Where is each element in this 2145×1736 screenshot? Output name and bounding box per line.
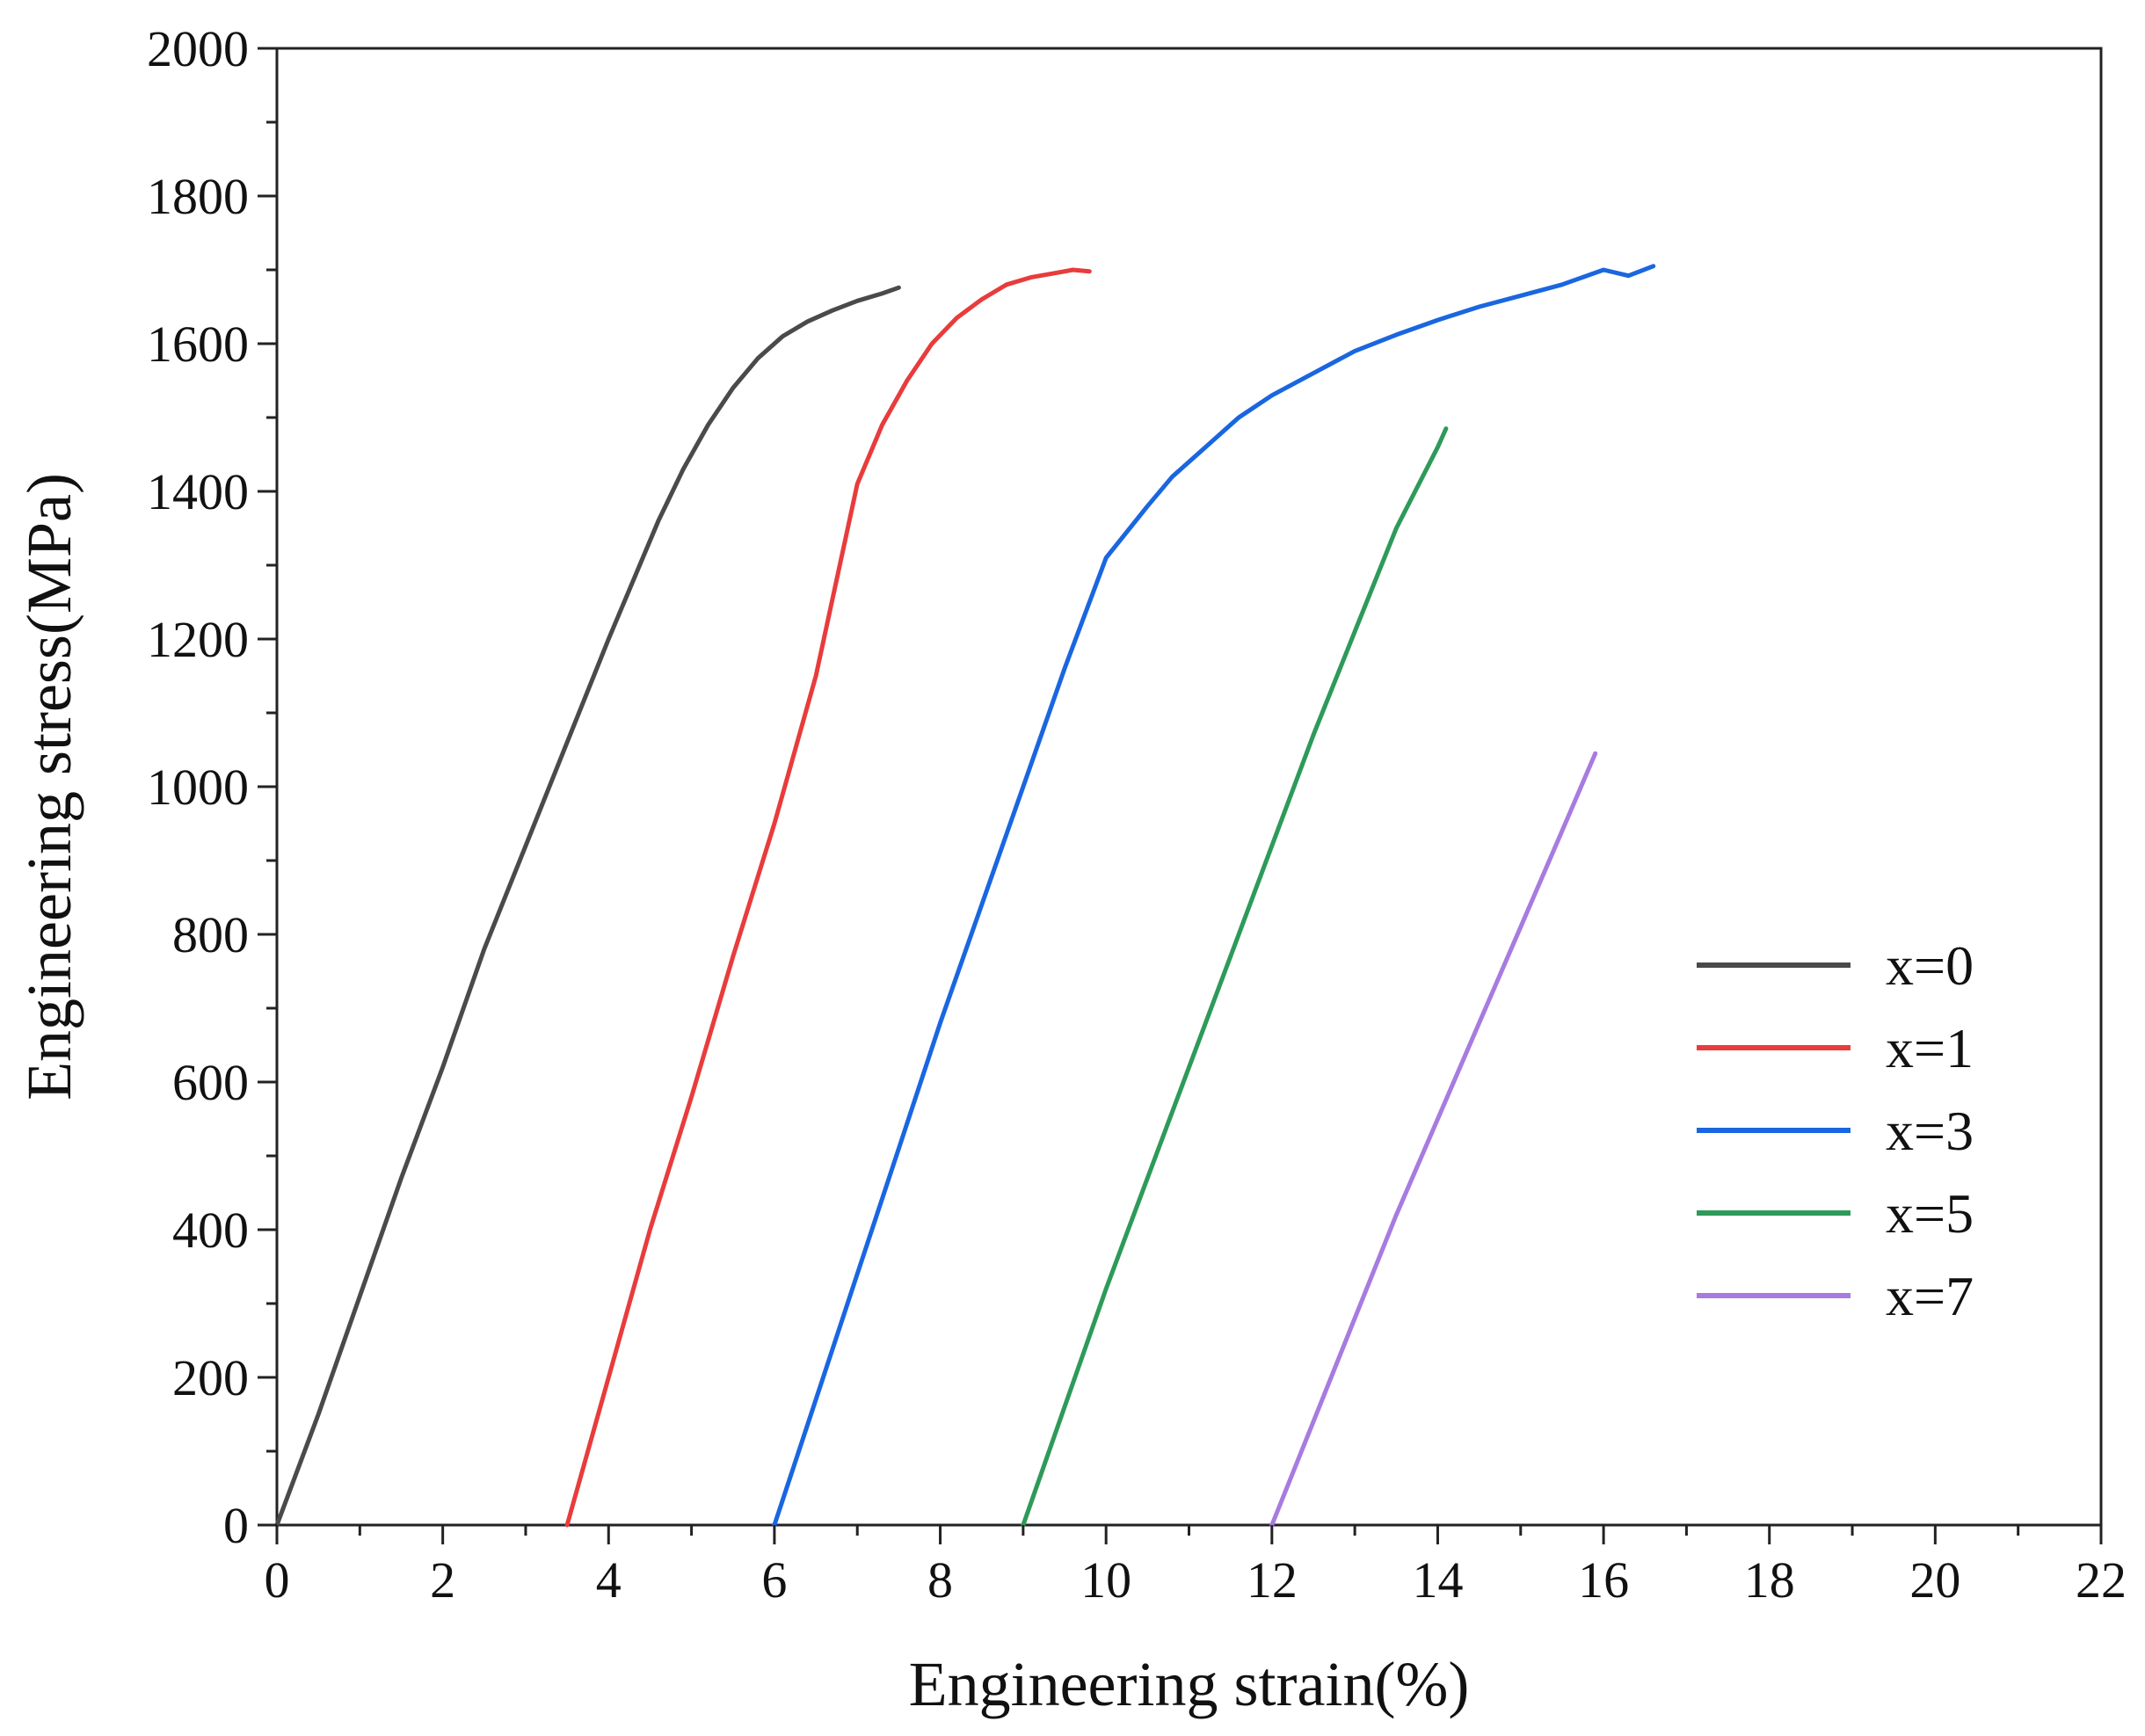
x-tick-label: 6 [761, 1551, 787, 1609]
y-tick-label: 1400 [147, 463, 249, 520]
x-axis-title: Engineering strain(%) [909, 1649, 1470, 1719]
y-tick-label: 1800 [147, 168, 249, 225]
legend: x=0 x=1 x=3 x=5 x=7 [1697, 934, 1974, 1327]
x-tick-label: 10 [1080, 1551, 1131, 1609]
series-line-x-7 [1269, 751, 1598, 1528]
x-tick-label: 14 [1412, 1551, 1463, 1609]
y-tick-label: 600 [172, 1054, 249, 1111]
series-line-x-0 [274, 285, 901, 1528]
x-tick-label: 18 [1744, 1551, 1795, 1609]
x-tick-label: 22 [2076, 1551, 2127, 1609]
legend-label: x=5 [1886, 1182, 1974, 1245]
series-line-x-5 [1021, 426, 1449, 1528]
x-tick-label: 20 [1909, 1551, 1960, 1609]
y-axis-title: Engineering stress(MPa) [14, 473, 84, 1100]
y-tick-label: 800 [172, 906, 249, 963]
y-tick-label: 200 [172, 1349, 249, 1406]
x-tick-label: 4 [596, 1551, 622, 1609]
y-tick-label: 0 [223, 1497, 249, 1554]
series-line-x-3 [772, 264, 1656, 1528]
y-tick-label: 400 [172, 1202, 249, 1259]
legend-label: x=0 [1886, 934, 1974, 997]
series-line-x-1 [564, 267, 1092, 1528]
legend-label: x=1 [1886, 1017, 1974, 1079]
y-tick-label: 1200 [147, 611, 249, 668]
x-tick-label: 0 [265, 1551, 290, 1609]
x-tick-label: 16 [1578, 1551, 1629, 1609]
x-tick-label: 12 [1247, 1551, 1298, 1609]
x-tick-label: 8 [927, 1551, 953, 1609]
axes-group: 0 2 4 6 8 10 12 14 16 18 20 22 0 200 400 600 800 1000 1200… [147, 20, 2127, 1609]
legend-label: x=7 [1886, 1265, 1974, 1327]
series-group [274, 264, 1656, 1528]
y-tick-label: 1000 [147, 759, 249, 816]
x-tick-label: 2 [430, 1551, 455, 1609]
y-tick-label: 2000 [147, 20, 249, 77]
legend-label: x=3 [1886, 1100, 1974, 1162]
y-tick-label: 1600 [147, 316, 249, 373]
